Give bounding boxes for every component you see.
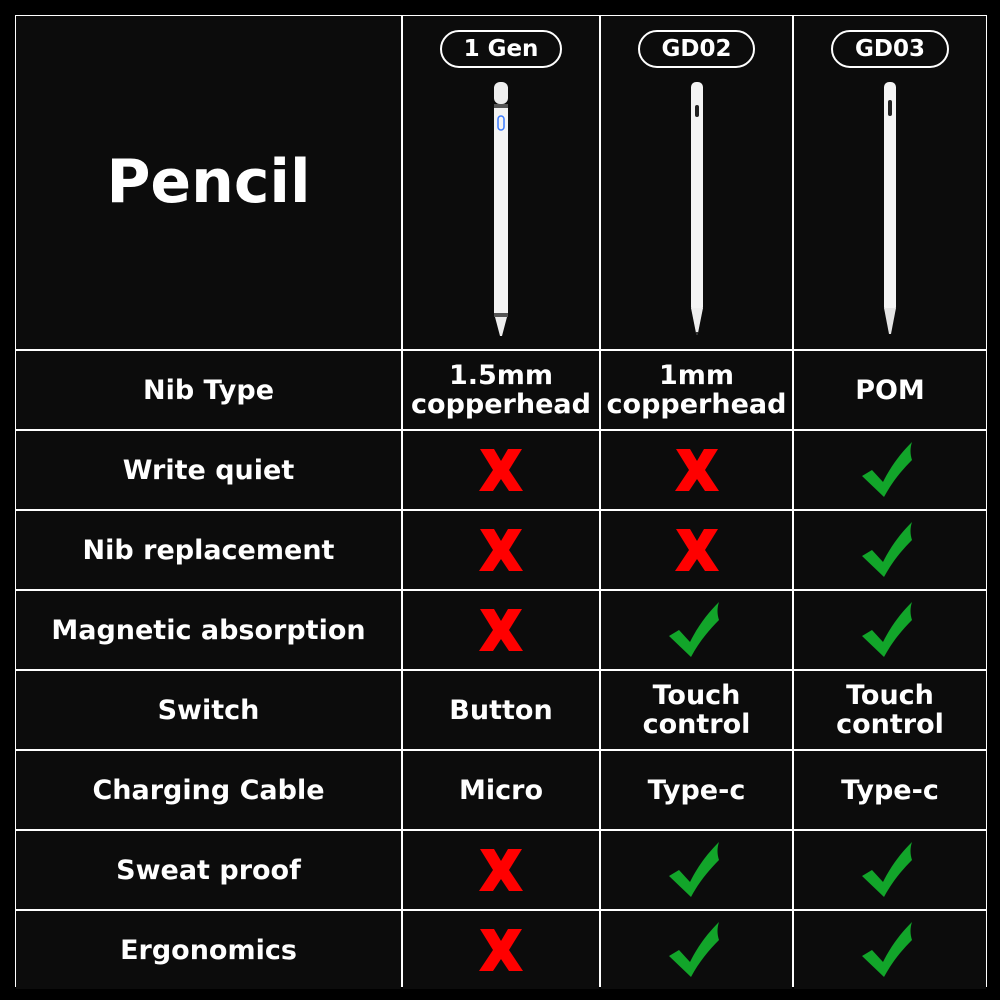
feature-label: Nib Type (16, 351, 401, 429)
model-badge: 1 Gen (439, 30, 563, 68)
value-cell-yes (794, 591, 986, 669)
value-cell-text: Micro (403, 751, 599, 829)
value-cell-no (601, 431, 792, 509)
value-cell-yes (601, 831, 792, 909)
cross-icon (674, 449, 719, 491)
feature-label: Ergonomics (16, 911, 401, 989)
cross-icon (479, 849, 523, 891)
value-cell-text: Button (403, 671, 599, 749)
model-badge: GD03 (831, 30, 949, 68)
value-cell-yes (601, 591, 792, 669)
value-cell-text: 1.5mm copperhead (403, 351, 599, 429)
check-icon (668, 602, 719, 657)
feature-label: Sweat proof (16, 831, 401, 909)
cross-icon (674, 529, 719, 571)
comparison-table: Pencil 1 Gen GD02 GD03 Nib Type 1.5mm copper… (15, 15, 987, 989)
cross-icon (479, 529, 523, 571)
value-cell-text: 1mm copperhead (601, 351, 792, 429)
cross-icon (479, 609, 523, 651)
check-icon (668, 842, 719, 897)
feature-label: Write quiet (16, 431, 401, 509)
value-cell-yes (794, 911, 986, 989)
feature-label: Switch (16, 671, 401, 749)
table-title: Pencil (16, 16, 401, 349)
value-cell-no (403, 831, 599, 909)
value-cell-text: POM (794, 351, 986, 429)
value-cell-no (403, 911, 599, 989)
value-cell-no (601, 511, 792, 589)
check-icon (862, 842, 912, 897)
cross-icon (479, 449, 523, 491)
value-cell-no (403, 511, 599, 589)
model-header-2: GD03 (794, 16, 986, 349)
check-icon (862, 442, 912, 497)
model-header-1: GD02 (601, 16, 792, 349)
check-icon (862, 922, 912, 977)
value-cell-no (403, 431, 599, 509)
value-cell-yes (601, 911, 792, 989)
pencil-1gen-icon (491, 80, 511, 346)
value-cell-yes (794, 511, 986, 589)
value-cell-text: Type-c (601, 751, 792, 829)
cross-icon (479, 929, 523, 971)
pencil-gd02-icon (687, 80, 707, 346)
model-header-0: 1 Gen (403, 16, 599, 349)
check-icon (862, 602, 912, 657)
value-cell-text: Type-c (794, 751, 986, 829)
feature-label: Nib replacement (16, 511, 401, 589)
pencil-gd03-icon (880, 80, 900, 346)
value-cell-text: Touch control (601, 671, 792, 749)
value-cell-yes (794, 431, 986, 509)
feature-label: Charging Cable (16, 751, 401, 829)
check-icon (668, 922, 719, 977)
value-cell-text: Touch control (794, 671, 986, 749)
model-badge: GD02 (637, 30, 756, 68)
value-cell-no (403, 591, 599, 669)
value-cell-yes (794, 831, 986, 909)
check-icon (862, 522, 912, 577)
feature-label: Magnetic absorption (16, 591, 401, 669)
